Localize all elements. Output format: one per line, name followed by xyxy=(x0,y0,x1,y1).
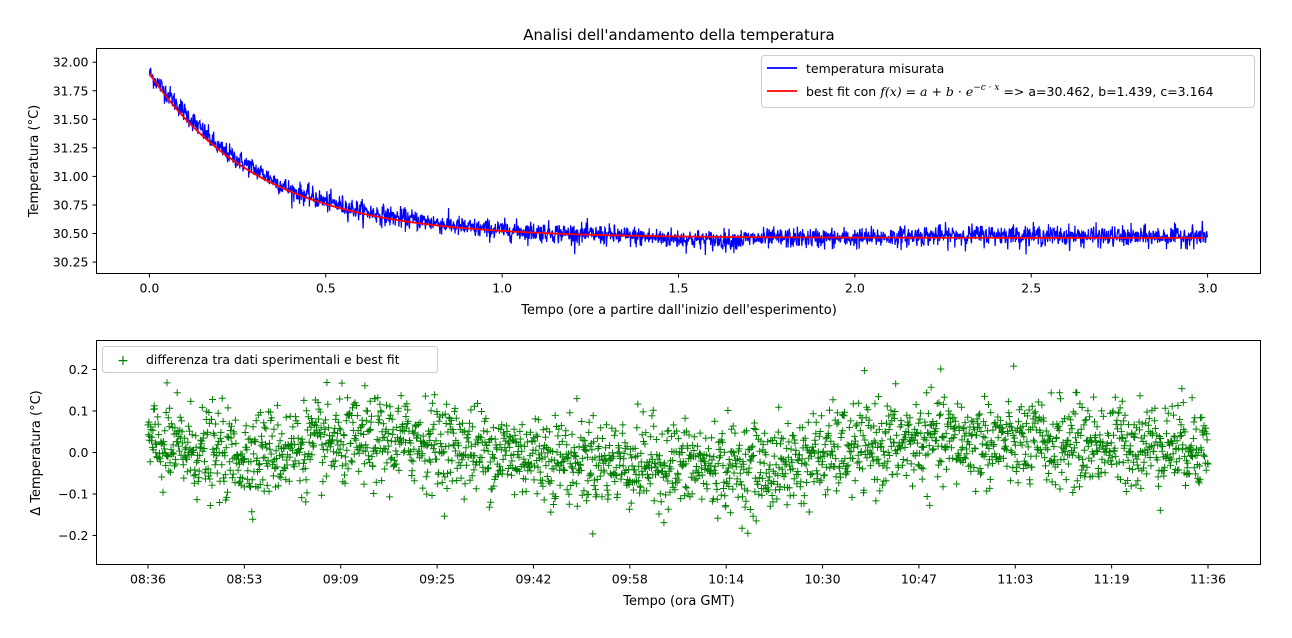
top-measured-series xyxy=(148,67,1209,255)
top-x-tick-label: 0.0 xyxy=(139,281,159,296)
residual-markers xyxy=(144,362,1212,538)
legend-fit-label: best fit con f(x) = a + b · e−c · x => a… xyxy=(806,83,1214,99)
bottom-x-tick-label: 11:36 xyxy=(1190,572,1226,587)
legend-fit-prefix: best fit con xyxy=(806,84,880,99)
top-fit-line xyxy=(148,72,1205,239)
top-panel: Analisi dell'andamento della temperatura… xyxy=(27,26,1261,318)
legend-fit-exponent: −c · x xyxy=(973,83,999,93)
legend-residual-label: differenza tra dati sperimentali e best … xyxy=(146,352,400,367)
top-y-tick-label: 31.25 xyxy=(53,140,89,155)
top-x-tick-label: 2.5 xyxy=(1021,281,1041,296)
bottom-x-tick-label: 09:09 xyxy=(323,572,359,587)
bottom-legend-box xyxy=(102,346,438,373)
bottom-y-tick-label: 0.1 xyxy=(69,404,89,419)
top-x-axis: 0.0 0.5 1.0 1.5 2.0 2.5 3.0 xyxy=(139,273,1218,296)
bottom-x-tick-label: 11:03 xyxy=(997,572,1033,587)
bottom-y-tick-label: −0.1 xyxy=(58,486,88,501)
top-y-tick-label: 31.00 xyxy=(53,169,89,184)
top-x-tick-label: 3.0 xyxy=(1198,281,1218,296)
bottom-x-tick-label: 09:58 xyxy=(612,572,648,587)
bottom-y-axis-label: Δ Temperatura (°C) xyxy=(29,390,44,515)
bottom-y-tick-label: −0.2 xyxy=(58,528,88,543)
legend-measured-label: temperatura misurata xyxy=(806,61,944,76)
bottom-residual-series xyxy=(144,362,1212,538)
measured-temperature-line xyxy=(148,67,1209,255)
top-y-axis-label: Temperatura (°C) xyxy=(27,105,42,218)
bottom-y-tick-label: 0.2 xyxy=(69,362,89,377)
top-x-tick-label: 2.0 xyxy=(845,281,865,296)
bottom-x-tick-label: 10:14 xyxy=(708,572,744,587)
top-y-tick-label: 31.50 xyxy=(53,112,89,127)
top-y-tick-label: 30.75 xyxy=(53,197,89,212)
top-y-tick-label: 32.00 xyxy=(53,55,89,70)
top-legend: temperatura misurata best fit con f(x) =… xyxy=(761,55,1255,108)
top-x-tick-label: 1.5 xyxy=(669,281,689,296)
legend-fit-formula: f(x) = a + b · e xyxy=(879,84,973,99)
bottom-x-tick-label: 10:30 xyxy=(805,572,841,587)
top-y-tick-label: 30.25 xyxy=(53,255,89,270)
top-x-axis-label: Tempo (ore a partire dall'inizio dell'es… xyxy=(520,303,837,318)
bottom-x-tick-label: 09:25 xyxy=(419,572,455,587)
bottom-x-tick-label: 11:19 xyxy=(1094,572,1130,587)
top-chart-title: Analisi dell'andamento della temperatura xyxy=(523,26,834,44)
top-y-tick-label: 30.50 xyxy=(53,226,89,241)
top-legend-box xyxy=(761,55,1255,108)
legend-fit-suffix: => a=30.462, b=1.439, c=3.164 xyxy=(999,84,1213,99)
bottom-x-tick-label: 08:53 xyxy=(226,572,262,587)
bottom-legend: + differenza tra dati sperimentali e bes… xyxy=(102,346,438,373)
top-x-tick-label: 0.5 xyxy=(316,281,336,296)
top-y-tick-label: 31.75 xyxy=(53,83,89,98)
bottom-panel: 08:36 08:53 09:09 09:25 09:42 09:58 10:14 10:30… xyxy=(29,340,1261,609)
bottom-x-tick-label: 10:47 xyxy=(901,572,937,587)
top-x-tick-label: 1.0 xyxy=(492,281,512,296)
bottom-y-tick-label: 0.0 xyxy=(69,445,89,460)
legend-residual-marker: + xyxy=(117,353,129,369)
bottom-x-tick-label: 09:42 xyxy=(515,572,551,587)
bottom-y-axis: −0.2 −0.1 0.0 0.1 0.2 xyxy=(58,362,97,543)
bottom-x-axis-label: Tempo (ora GMT) xyxy=(622,594,735,609)
bottom-x-axis: 08:36 08:53 09:09 09:25 09:42 09:58 10:14 10:30… xyxy=(130,564,1226,587)
bottom-x-tick-label: 08:36 xyxy=(130,572,166,587)
top-y-axis: 30.25 30.50 30.75 31.00 31.25 31.50 31.75 32.00 xyxy=(53,55,97,270)
